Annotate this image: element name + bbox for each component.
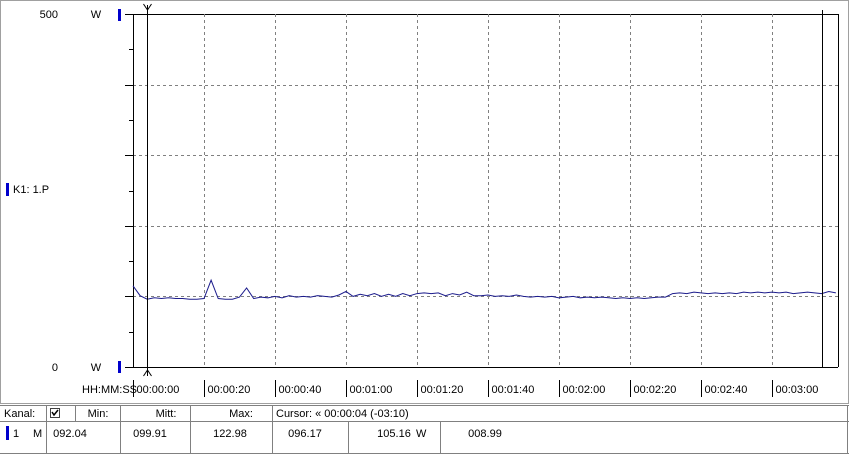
table-cell: M xyxy=(33,428,42,440)
channel-marker xyxy=(6,426,9,440)
table-cell: 008.99 xyxy=(468,428,502,440)
table-cell: 122.98 xyxy=(213,428,247,440)
x-tick-label: 00:02:40 xyxy=(705,384,748,396)
axis-marker xyxy=(118,361,121,373)
x-tick-label: 00:01:40 xyxy=(492,384,535,396)
cursor-handle xyxy=(143,369,152,377)
channel-marker xyxy=(6,183,9,196)
x-tick-label: 00:00:00 xyxy=(137,384,180,396)
header-cell: Min: xyxy=(88,408,109,420)
y-tick-label: 500 xyxy=(40,9,58,21)
x-tick-label: 00:00:20 xyxy=(208,384,251,396)
x-tick-label: 00:03:00 xyxy=(776,384,819,396)
y-tick-label: 0 xyxy=(52,362,58,374)
x-axis-label: HH:MM:SS xyxy=(82,384,137,396)
table-cell: W xyxy=(416,428,427,440)
table-cell: 096.17 xyxy=(288,428,322,440)
x-tick-label: 00:02:20 xyxy=(634,384,677,396)
header-cell: Mitt: xyxy=(156,408,177,420)
table-cell: 105.16 xyxy=(377,428,411,440)
y-unit-label: W xyxy=(91,362,102,374)
header-cell: Cursor: « 00:00:04 (-03:10) xyxy=(276,408,409,420)
x-tick-label: 00:01:00 xyxy=(350,384,393,396)
checkmark xyxy=(51,409,59,417)
axis-marker xyxy=(118,9,121,21)
table-panel xyxy=(0,404,849,454)
x-tick-label: 00:00:40 xyxy=(279,384,322,396)
table-cell: 099.91 xyxy=(133,428,167,440)
x-tick-label: 00:01:20 xyxy=(421,384,464,396)
y-unit-label: W xyxy=(91,9,102,21)
series-label: K1: 1.P xyxy=(13,184,49,196)
header-cell: Kanal: xyxy=(4,408,35,420)
table-cell: 092.04 xyxy=(53,428,87,440)
data-line xyxy=(132,278,836,300)
cursor-handle xyxy=(143,3,152,11)
header-cell: Max: xyxy=(229,408,253,420)
x-tick-label: 00:02:00 xyxy=(563,384,606,396)
chart-panel xyxy=(0,0,849,404)
table-cell: 1 xyxy=(13,428,19,440)
